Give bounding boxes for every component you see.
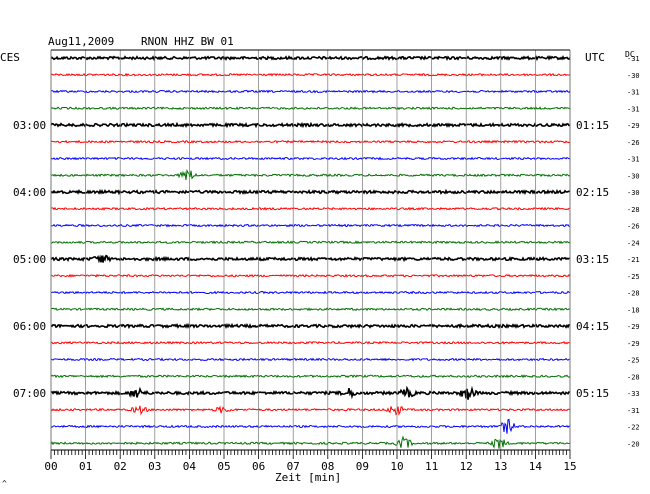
trace-row-19 xyxy=(50,374,571,379)
trace-row-7 xyxy=(50,168,571,181)
trace-row-11 xyxy=(50,240,571,245)
trace-row-18 xyxy=(50,357,571,362)
dc-offset-label: -28 xyxy=(627,290,640,298)
trace-row-1 xyxy=(50,72,571,77)
right-timezone-label: UTC xyxy=(585,51,605,64)
date-label: Aug11,2009 xyxy=(48,35,114,48)
x-tick-label: 13 xyxy=(494,460,507,473)
dc-offset-label: -25 xyxy=(627,273,640,281)
x-tick-label: 10 xyxy=(390,460,403,473)
trace-row-4 xyxy=(50,121,571,129)
trace-group: -31 -30 -31 -31 -29 -26 -31 -30 -30 -28 -26 -24 -21 -… xyxy=(50,55,640,449)
station-label: RNON HHZ BW 01 xyxy=(141,35,234,48)
trace-row-2 xyxy=(50,89,571,94)
dc-offset-label: -18 xyxy=(627,306,640,314)
trace-row-14 xyxy=(50,290,571,295)
x-tick-label: 01 xyxy=(79,460,92,473)
trace-row-12 xyxy=(50,254,571,264)
left-hour-label: 05:00 xyxy=(13,253,46,266)
dc-offset-label: -20 xyxy=(627,440,640,448)
dc-offset-label: -31 xyxy=(627,407,640,415)
x-tick-label: 07 xyxy=(287,460,300,473)
x-axis-label: Zeit [min] xyxy=(275,471,341,484)
x-tick-label: 11 xyxy=(425,460,438,473)
trace-row-9 xyxy=(50,206,571,211)
dc-offset-label: -31 xyxy=(627,105,640,113)
x-tick-label: 05 xyxy=(217,460,230,473)
x-tick-label: 14 xyxy=(529,460,543,473)
left-hour-label: 06:00 xyxy=(13,320,46,333)
right-hour-label: 03:15 xyxy=(576,253,609,266)
trace-row-17 xyxy=(50,340,571,345)
dc-offset-label: -30 xyxy=(627,172,640,180)
x-tick-label: 08 xyxy=(321,460,334,473)
dc-offset-label: -26 xyxy=(627,223,640,231)
hour-labels: 03:00 04:00 05:00 06:00 07:00 01:15 02:15 03:15… xyxy=(13,119,609,400)
trace-row-5 xyxy=(50,139,571,144)
x-tick-label: 12 xyxy=(460,460,473,473)
dc-offset-label: -31 xyxy=(627,89,640,97)
dc-offset-label: -31 xyxy=(627,55,640,63)
dc-offset-label: -29 xyxy=(627,323,640,331)
right-hour-label: 02:15 xyxy=(576,186,609,199)
trace-row-23 xyxy=(50,435,571,449)
trace-row-6 xyxy=(50,156,571,161)
trace-row-13 xyxy=(50,273,571,278)
dc-offset-label: -33 xyxy=(627,390,640,398)
dc-offset-label: -26 xyxy=(627,139,640,147)
trace-row-20 xyxy=(50,385,571,400)
corner-mark: ^ xyxy=(2,479,7,488)
dc-label: DC xyxy=(625,50,635,59)
left-hour-label: 04:00 xyxy=(13,186,46,199)
x-tick-label: 00 xyxy=(44,460,57,473)
x-tick-label: 04 xyxy=(183,460,197,473)
dc-offset-label: -28 xyxy=(627,373,640,381)
dc-offset-label: -25 xyxy=(627,357,640,365)
dc-offset-label: -24 xyxy=(627,239,640,247)
x-tick-label: 06 xyxy=(252,460,265,473)
dc-offset-label: -22 xyxy=(627,424,640,432)
trace-row-15 xyxy=(50,307,571,312)
trace-row-10 xyxy=(50,223,571,228)
trace-row-8 xyxy=(50,188,571,196)
trace-row-3 xyxy=(50,106,571,111)
right-hour-label: 05:15 xyxy=(576,387,609,400)
trace-row-16 xyxy=(50,322,571,330)
dc-offset-label: -29 xyxy=(627,340,640,348)
grid-lines xyxy=(50,49,571,450)
dc-offset-label: -31 xyxy=(627,156,640,164)
dc-offset-label: -29 xyxy=(627,122,640,130)
dc-offset-label: -30 xyxy=(627,72,640,80)
trace-row-22 xyxy=(50,418,571,434)
x-tick-label: 03 xyxy=(148,460,161,473)
left-timezone-label: CES xyxy=(0,51,20,64)
x-axis: 00 01 02 03 04 05 06 07 08 09 10 11 12 13 14 15 xyxy=(44,449,577,473)
x-tick-label: 09 xyxy=(356,460,369,473)
dc-offset-label: -21 xyxy=(627,256,640,264)
dc-offset-label: -30 xyxy=(627,189,640,197)
trace-row-21 xyxy=(50,405,571,416)
left-hour-label: 03:00 xyxy=(13,119,46,132)
left-hour-label: 07:00 xyxy=(13,387,46,400)
x-tick-label: 15 xyxy=(563,460,576,473)
right-hour-label: 04:15 xyxy=(576,320,609,333)
dc-offset-label: -28 xyxy=(627,206,640,214)
right-hour-label: 01:15 xyxy=(576,119,609,132)
trace-row-0 xyxy=(50,55,571,62)
x-tick-label: 02 xyxy=(114,460,127,473)
